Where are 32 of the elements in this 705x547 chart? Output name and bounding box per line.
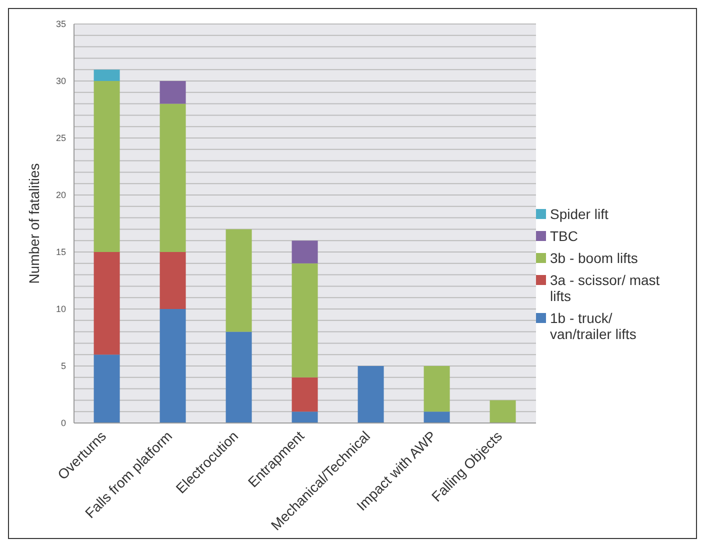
bar: [160, 252, 186, 309]
bar: [94, 354, 120, 423]
y-tick-label: 15: [56, 247, 66, 258]
legend-label: Spider lift: [550, 206, 608, 222]
y-tick-label: 0: [60, 418, 66, 428]
bar: [292, 377, 318, 412]
bar: [358, 366, 384, 423]
y-tick-label: 5: [60, 361, 66, 372]
bar: [424, 412, 450, 423]
y-tick-label: 30: [56, 76, 66, 86]
bar: [292, 263, 318, 378]
legend-label: 1b - truck/ van/trailer lifts: [550, 310, 638, 342]
y-tick-label: 20: [56, 190, 66, 200]
legend-label: 3b - boom lifts: [550, 250, 638, 266]
bar: [94, 70, 120, 81]
bar: [226, 229, 252, 332]
bar: [94, 81, 120, 252]
legend-label: 3a - scissor/ mast lifts: [550, 272, 661, 304]
bar: [160, 309, 186, 423]
y-tick-label: 25: [56, 133, 66, 144]
bar: [292, 240, 318, 264]
y-tick-label: 35: [56, 19, 66, 30]
bar: [490, 400, 516, 423]
bar: [160, 104, 186, 252]
y-axis-title: Number of fatalities: [26, 163, 42, 284]
bar: [94, 252, 120, 355]
legend-label: TBC: [550, 228, 578, 244]
bar: [160, 81, 186, 104]
bar: [226, 332, 252, 423]
bar: [292, 412, 318, 423]
y-tick-label: 10: [56, 304, 66, 314]
bar: [424, 366, 450, 412]
